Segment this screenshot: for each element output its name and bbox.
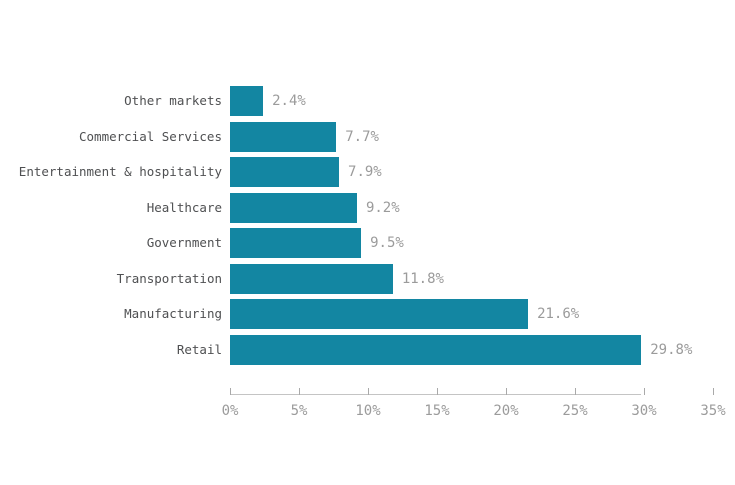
value-label: 29.8% <box>650 341 693 358</box>
axis-tick-label: 10% <box>355 403 381 419</box>
bar <box>230 157 340 187</box>
category-label: Retail <box>176 341 222 357</box>
bar <box>230 121 337 152</box>
axis-baseline <box>230 394 642 395</box>
value-label: 11.8% <box>401 270 444 287</box>
axis-tick <box>575 388 576 395</box>
category-label: Other markets <box>124 93 222 108</box>
value-label: 9.2% <box>365 199 400 216</box>
category-label: Healthcare <box>146 199 222 215</box>
category-label: Entertainment & hospitality <box>18 164 222 179</box>
axis-tick <box>644 388 645 395</box>
axis-tick <box>713 388 714 395</box>
category-label: Commercial Services <box>79 128 222 144</box>
axis-tick-label: 20% <box>493 403 519 419</box>
axis-tick-label: 25% <box>562 403 588 419</box>
bar <box>230 299 529 329</box>
bar <box>230 86 264 116</box>
bar <box>230 263 393 294</box>
axis-tick-label: 0% <box>221 403 239 419</box>
axis-tick <box>506 388 507 395</box>
value-label: 21.6% <box>537 306 580 322</box>
bar <box>230 228 362 258</box>
axis-tick <box>437 388 438 395</box>
bar <box>230 192 357 223</box>
value-label: 7.7% <box>345 128 379 145</box>
value-label: 9.5% <box>370 235 404 251</box>
axis-tick <box>368 388 369 395</box>
axis-tick-label: 15% <box>424 403 450 419</box>
axis-tick-label: 30% <box>631 403 657 419</box>
category-label: Government <box>146 235 222 250</box>
axis-tick-label: 35% <box>700 403 726 419</box>
axis-tick <box>299 388 300 395</box>
axis-tick-label: 5% <box>290 403 308 419</box>
category-label: Manufacturing <box>124 306 222 321</box>
axis-tick <box>230 388 231 395</box>
bar <box>230 334 642 365</box>
category-label: Transportation <box>116 270 222 286</box>
value-label: 2.4% <box>272 93 306 109</box>
value-label: 7.9% <box>348 164 382 180</box>
